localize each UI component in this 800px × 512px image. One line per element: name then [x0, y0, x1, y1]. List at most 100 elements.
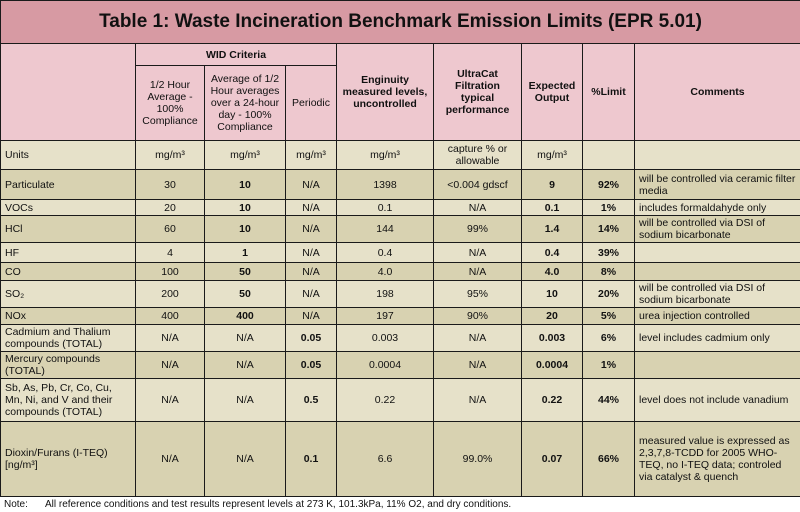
header-pct-limit: %Limit: [582, 43, 635, 141]
units-ultracat: capture % or allowable: [433, 140, 522, 170]
cell-eng: 6.6: [336, 421, 434, 497]
cell-avg: N/A: [204, 378, 286, 422]
cell-eng: 0.003: [336, 324, 434, 352]
cell-eng: 1398: [336, 169, 434, 200]
cell-half: N/A: [135, 351, 205, 379]
cell-pct: 14%: [582, 215, 635, 243]
cell-half: N/A: [135, 324, 205, 352]
cell-per: 0.05: [285, 324, 337, 352]
cell-comment: urea injection controlled: [633, 307, 800, 325]
table-row: Particulate 30 10 N/A 1398 <0.004 gdscf 9 92% wi…: [0, 169, 800, 200]
cell-half: 20: [135, 199, 205, 216]
cell-pct: 5%: [582, 307, 635, 325]
cell-eng: 0.22: [336, 378, 434, 422]
cell-half: 400: [135, 307, 205, 325]
cell-avg: 10: [204, 215, 286, 243]
cell-pct: 44%: [582, 378, 635, 422]
cell-per: 0.05: [285, 351, 337, 379]
table-row: CO 100 50 N/A 4.0 N/A 4.0 8%: [0, 262, 800, 281]
cell-comment: will be controlled via DSI of sodium bic…: [633, 215, 800, 243]
cell-pct: 92%: [582, 169, 635, 200]
units-half-hour: mg/m³: [135, 140, 205, 170]
cell-comment: level does not include vanadium: [633, 378, 800, 422]
cell-per: 0.5: [285, 378, 337, 422]
cell-ultra: 90%: [433, 307, 522, 325]
cell-name: Dioxin/Furans (I-TEQ) [ng/m³]: [0, 421, 136, 497]
cell-comment: includes formaldahyde only: [633, 199, 800, 216]
table-row: Cadmium and Thalium compounds (TOTAL) N/A…: [0, 324, 800, 352]
cell-ultra: 99.0%: [433, 421, 522, 497]
cell-avg: N/A: [204, 324, 286, 352]
table-title: Table 1: Waste Incineration Benchmark Em…: [0, 0, 800, 44]
units-comments: [633, 140, 800, 170]
cell-per: N/A: [285, 280, 337, 308]
units-pct-limit: [582, 140, 635, 170]
cell-half: N/A: [135, 378, 205, 422]
cell-ultra: N/A: [433, 324, 522, 352]
cell-name: SO₂: [0, 280, 136, 308]
cell-ultra: N/A: [433, 199, 522, 216]
cell-avg: 10: [204, 199, 286, 216]
cell-pct: 1%: [582, 351, 635, 379]
cell-pct: 39%: [582, 242, 635, 263]
header-half-hour: 1/2 Hour Average - 100% Compliance: [135, 65, 205, 141]
units-24h-average: mg/m³: [204, 140, 286, 170]
cell-comment: [633, 262, 800, 281]
cell-exp: 1.4: [521, 215, 583, 243]
cell-avg: N/A: [204, 421, 286, 497]
cell-avg: 1: [204, 242, 286, 263]
cell-avg: 400: [204, 307, 286, 325]
header-pollutant-blank: [0, 43, 136, 141]
cell-per: N/A: [285, 242, 337, 263]
cell-pct: 66%: [582, 421, 635, 497]
cell-pct: 20%: [582, 280, 635, 308]
cell-half: 30: [135, 169, 205, 200]
cell-avg: 10: [204, 169, 286, 200]
header-expected-output: Expected Output: [521, 43, 583, 141]
cell-ultra: 95%: [433, 280, 522, 308]
cell-avg: N/A: [204, 351, 286, 379]
header-24h-average: Average of 1/2 Hour averages over a 24-h…: [204, 65, 286, 141]
cell-per: N/A: [285, 169, 337, 200]
cell-per: N/A: [285, 199, 337, 216]
table-row: Dioxin/Furans (I-TEQ) [ng/m³] N/A N/A 0.1 6.…: [0, 421, 800, 497]
units-expected: mg/m³: [521, 140, 583, 170]
cell-comment: [633, 242, 800, 263]
header-periodic: Periodic: [285, 65, 337, 141]
cell-per: N/A: [285, 215, 337, 243]
note-label: Note:: [4, 499, 28, 510]
emission-limits-table: Table 1: Waste Incineration Benchmark Em…: [0, 0, 800, 497]
header-wid-criteria: WID Criteria: [135, 43, 337, 66]
cell-name: CO: [0, 262, 136, 281]
table-row: HF 4 1 N/A 0.4 N/A 0.4 39%: [0, 242, 800, 263]
table-row: NOx 400 400 N/A 197 90% 20 5% urea injection con…: [0, 307, 800, 325]
cell-comment: will be controlled via DSI of sodium bic…: [633, 280, 800, 308]
cell-eng: 0.0004: [336, 351, 434, 379]
cell-name: HCl: [0, 215, 136, 243]
cell-avg: 50: [204, 262, 286, 281]
cell-half: N/A: [135, 421, 205, 497]
cell-comment: measured value is expressed as 2,3,7,8-T…: [633, 421, 800, 497]
cell-exp: 9: [521, 169, 583, 200]
table-row: Mercury compounds (TOTAL) N/A N/A 0.05 0.000…: [0, 351, 800, 379]
cell-ultra: <0.004 gdscf: [433, 169, 522, 200]
cell-name: Cadmium and Thalium compounds (TOTAL): [0, 324, 136, 352]
table-row: VOCs 20 10 N/A 0.1 N/A 0.1 1% includes formaldah…: [0, 199, 800, 216]
cell-exp: 0.1: [521, 199, 583, 216]
cell-pct: 1%: [582, 199, 635, 216]
cell-pct: 6%: [582, 324, 635, 352]
table-row: HCl 60 10 N/A 144 99% 1.4 14% will be controlled…: [0, 215, 800, 243]
note-text: All reference conditions and test result…: [45, 499, 512, 510]
header-ultracat: UltraCat Filtration typical performance: [433, 43, 522, 141]
units-row: Units mg/m³ mg/m³ mg/m³ mg/m³ capture % …: [0, 140, 800, 170]
cell-ultra: N/A: [433, 262, 522, 281]
cell-ultra: N/A: [433, 351, 522, 379]
cell-comment: [633, 351, 800, 379]
cell-ultra: 99%: [433, 215, 522, 243]
cell-exp: 20: [521, 307, 583, 325]
cell-name: Sb, As, Pb, Cr, Co, Cu, Mn, Ni, and V an…: [0, 378, 136, 422]
table-row: SO₂ 200 50 N/A 198 95% 10 20% will be controlled…: [0, 280, 800, 308]
cell-exp: 0.4: [521, 242, 583, 263]
header-enginuity: Enginuity measured levels, uncontrolled: [336, 43, 434, 141]
cell-exp: 0.0004: [521, 351, 583, 379]
